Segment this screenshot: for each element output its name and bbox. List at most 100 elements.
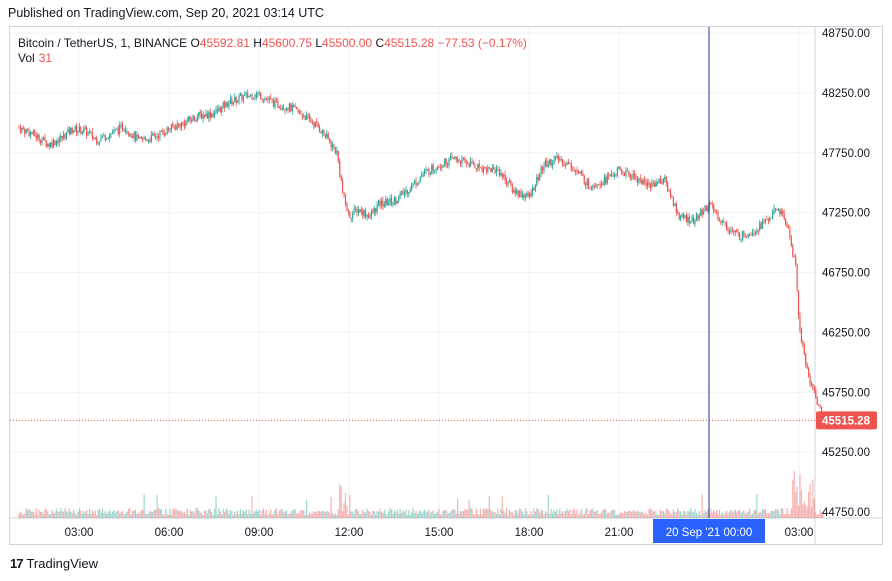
candle-body bbox=[316, 122, 318, 124]
volume-bar bbox=[521, 511, 523, 518]
candle-body bbox=[370, 211, 372, 217]
volume-bar bbox=[239, 509, 242, 518]
candle-body bbox=[761, 220, 764, 229]
volume-bar bbox=[481, 514, 483, 518]
candle-body bbox=[411, 185, 413, 190]
volume-bar bbox=[690, 508, 692, 518]
volume-bar bbox=[376, 511, 378, 518]
volume-bar bbox=[278, 510, 280, 518]
volume-bar bbox=[563, 513, 565, 518]
volume-bar bbox=[797, 505, 800, 518]
candle-body bbox=[481, 168, 483, 172]
volume-bar bbox=[287, 514, 289, 518]
volume-bar bbox=[357, 511, 360, 518]
candle-body bbox=[290, 103, 292, 112]
candle-body bbox=[202, 114, 204, 119]
volume-bar bbox=[182, 512, 184, 518]
candle-body bbox=[471, 161, 473, 163]
volume-bar bbox=[252, 513, 255, 518]
volume-bar bbox=[520, 508, 522, 518]
candle-body bbox=[543, 165, 545, 171]
volume-bar bbox=[189, 509, 191, 518]
low-value: 45500.00 bbox=[322, 36, 373, 50]
candle-body bbox=[645, 181, 647, 186]
volume-bar bbox=[576, 509, 578, 518]
candle-body bbox=[439, 167, 442, 169]
volume-bar bbox=[621, 512, 623, 518]
candle-body bbox=[687, 216, 689, 222]
volume-bar bbox=[746, 512, 748, 518]
candle-body bbox=[147, 139, 150, 142]
candle-body bbox=[546, 160, 548, 167]
volume-bar bbox=[146, 513, 148, 518]
volume-bar bbox=[808, 491, 810, 518]
volume-bar bbox=[101, 508, 104, 518]
candle-body bbox=[697, 214, 699, 220]
volume-bar bbox=[710, 508, 712, 518]
volume-bar bbox=[303, 510, 305, 518]
volume-bar bbox=[445, 509, 447, 518]
candle-body bbox=[734, 230, 736, 233]
candle-body bbox=[534, 185, 536, 191]
candle-body bbox=[206, 113, 209, 119]
volume-bar bbox=[293, 509, 295, 518]
candle-body bbox=[327, 133, 329, 140]
candle-body bbox=[409, 189, 411, 192]
close-label: C bbox=[375, 36, 385, 50]
volume-bar bbox=[787, 513, 790, 518]
candle-body bbox=[356, 209, 358, 214]
volume-bar bbox=[190, 511, 193, 518]
volume-bar bbox=[432, 510, 434, 518]
volume-bar bbox=[664, 513, 666, 518]
candle-body bbox=[214, 112, 216, 117]
volume-bar bbox=[527, 514, 529, 518]
candle-body bbox=[636, 178, 639, 183]
volume-bar bbox=[795, 491, 797, 518]
volume-bar bbox=[500, 509, 502, 518]
candle-body bbox=[749, 234, 751, 236]
candle-body bbox=[490, 168, 492, 173]
candle-body bbox=[750, 234, 752, 236]
volume-bar bbox=[320, 512, 322, 518]
volume-bar bbox=[743, 510, 745, 518]
candle-body bbox=[124, 129, 127, 132]
volume-bar bbox=[326, 510, 328, 518]
candle-body bbox=[294, 106, 296, 108]
volume-bar bbox=[523, 514, 525, 518]
candle-body bbox=[319, 127, 321, 132]
volume-bar bbox=[632, 510, 634, 518]
volume-bar bbox=[18, 513, 20, 518]
volume-bar bbox=[254, 511, 256, 518]
candle-body bbox=[205, 113, 207, 117]
volume-bar bbox=[274, 509, 276, 518]
candle-body bbox=[193, 116, 196, 121]
volume-bar bbox=[711, 512, 713, 518]
volume-bar bbox=[488, 495, 490, 518]
candle-body bbox=[113, 129, 115, 134]
candle-body bbox=[800, 330, 803, 342]
volume-bar bbox=[153, 509, 155, 518]
candle-body bbox=[379, 200, 381, 206]
volume-bar bbox=[721, 512, 723, 518]
volume-bar bbox=[605, 508, 607, 518]
candle-body bbox=[680, 216, 682, 219]
volume-bar bbox=[642, 512, 644, 518]
candle-body bbox=[524, 195, 526, 198]
candle-body bbox=[215, 109, 217, 113]
volume-bar bbox=[543, 514, 545, 518]
candle-body bbox=[536, 177, 538, 186]
candle-body bbox=[365, 210, 367, 217]
candle-body bbox=[764, 219, 767, 222]
close-value: 45515.28 bbox=[384, 36, 435, 50]
candle-body bbox=[785, 218, 787, 225]
footer-brand[interactable]: 17 TradingView bbox=[10, 556, 98, 571]
candle-body bbox=[346, 203, 348, 211]
candle-body bbox=[818, 404, 820, 406]
candle-body bbox=[445, 158, 447, 165]
candle-body bbox=[595, 185, 597, 187]
volume-bar bbox=[337, 509, 339, 518]
candle-body bbox=[468, 163, 470, 167]
candle-body bbox=[267, 98, 269, 100]
candle-body bbox=[255, 93, 257, 98]
